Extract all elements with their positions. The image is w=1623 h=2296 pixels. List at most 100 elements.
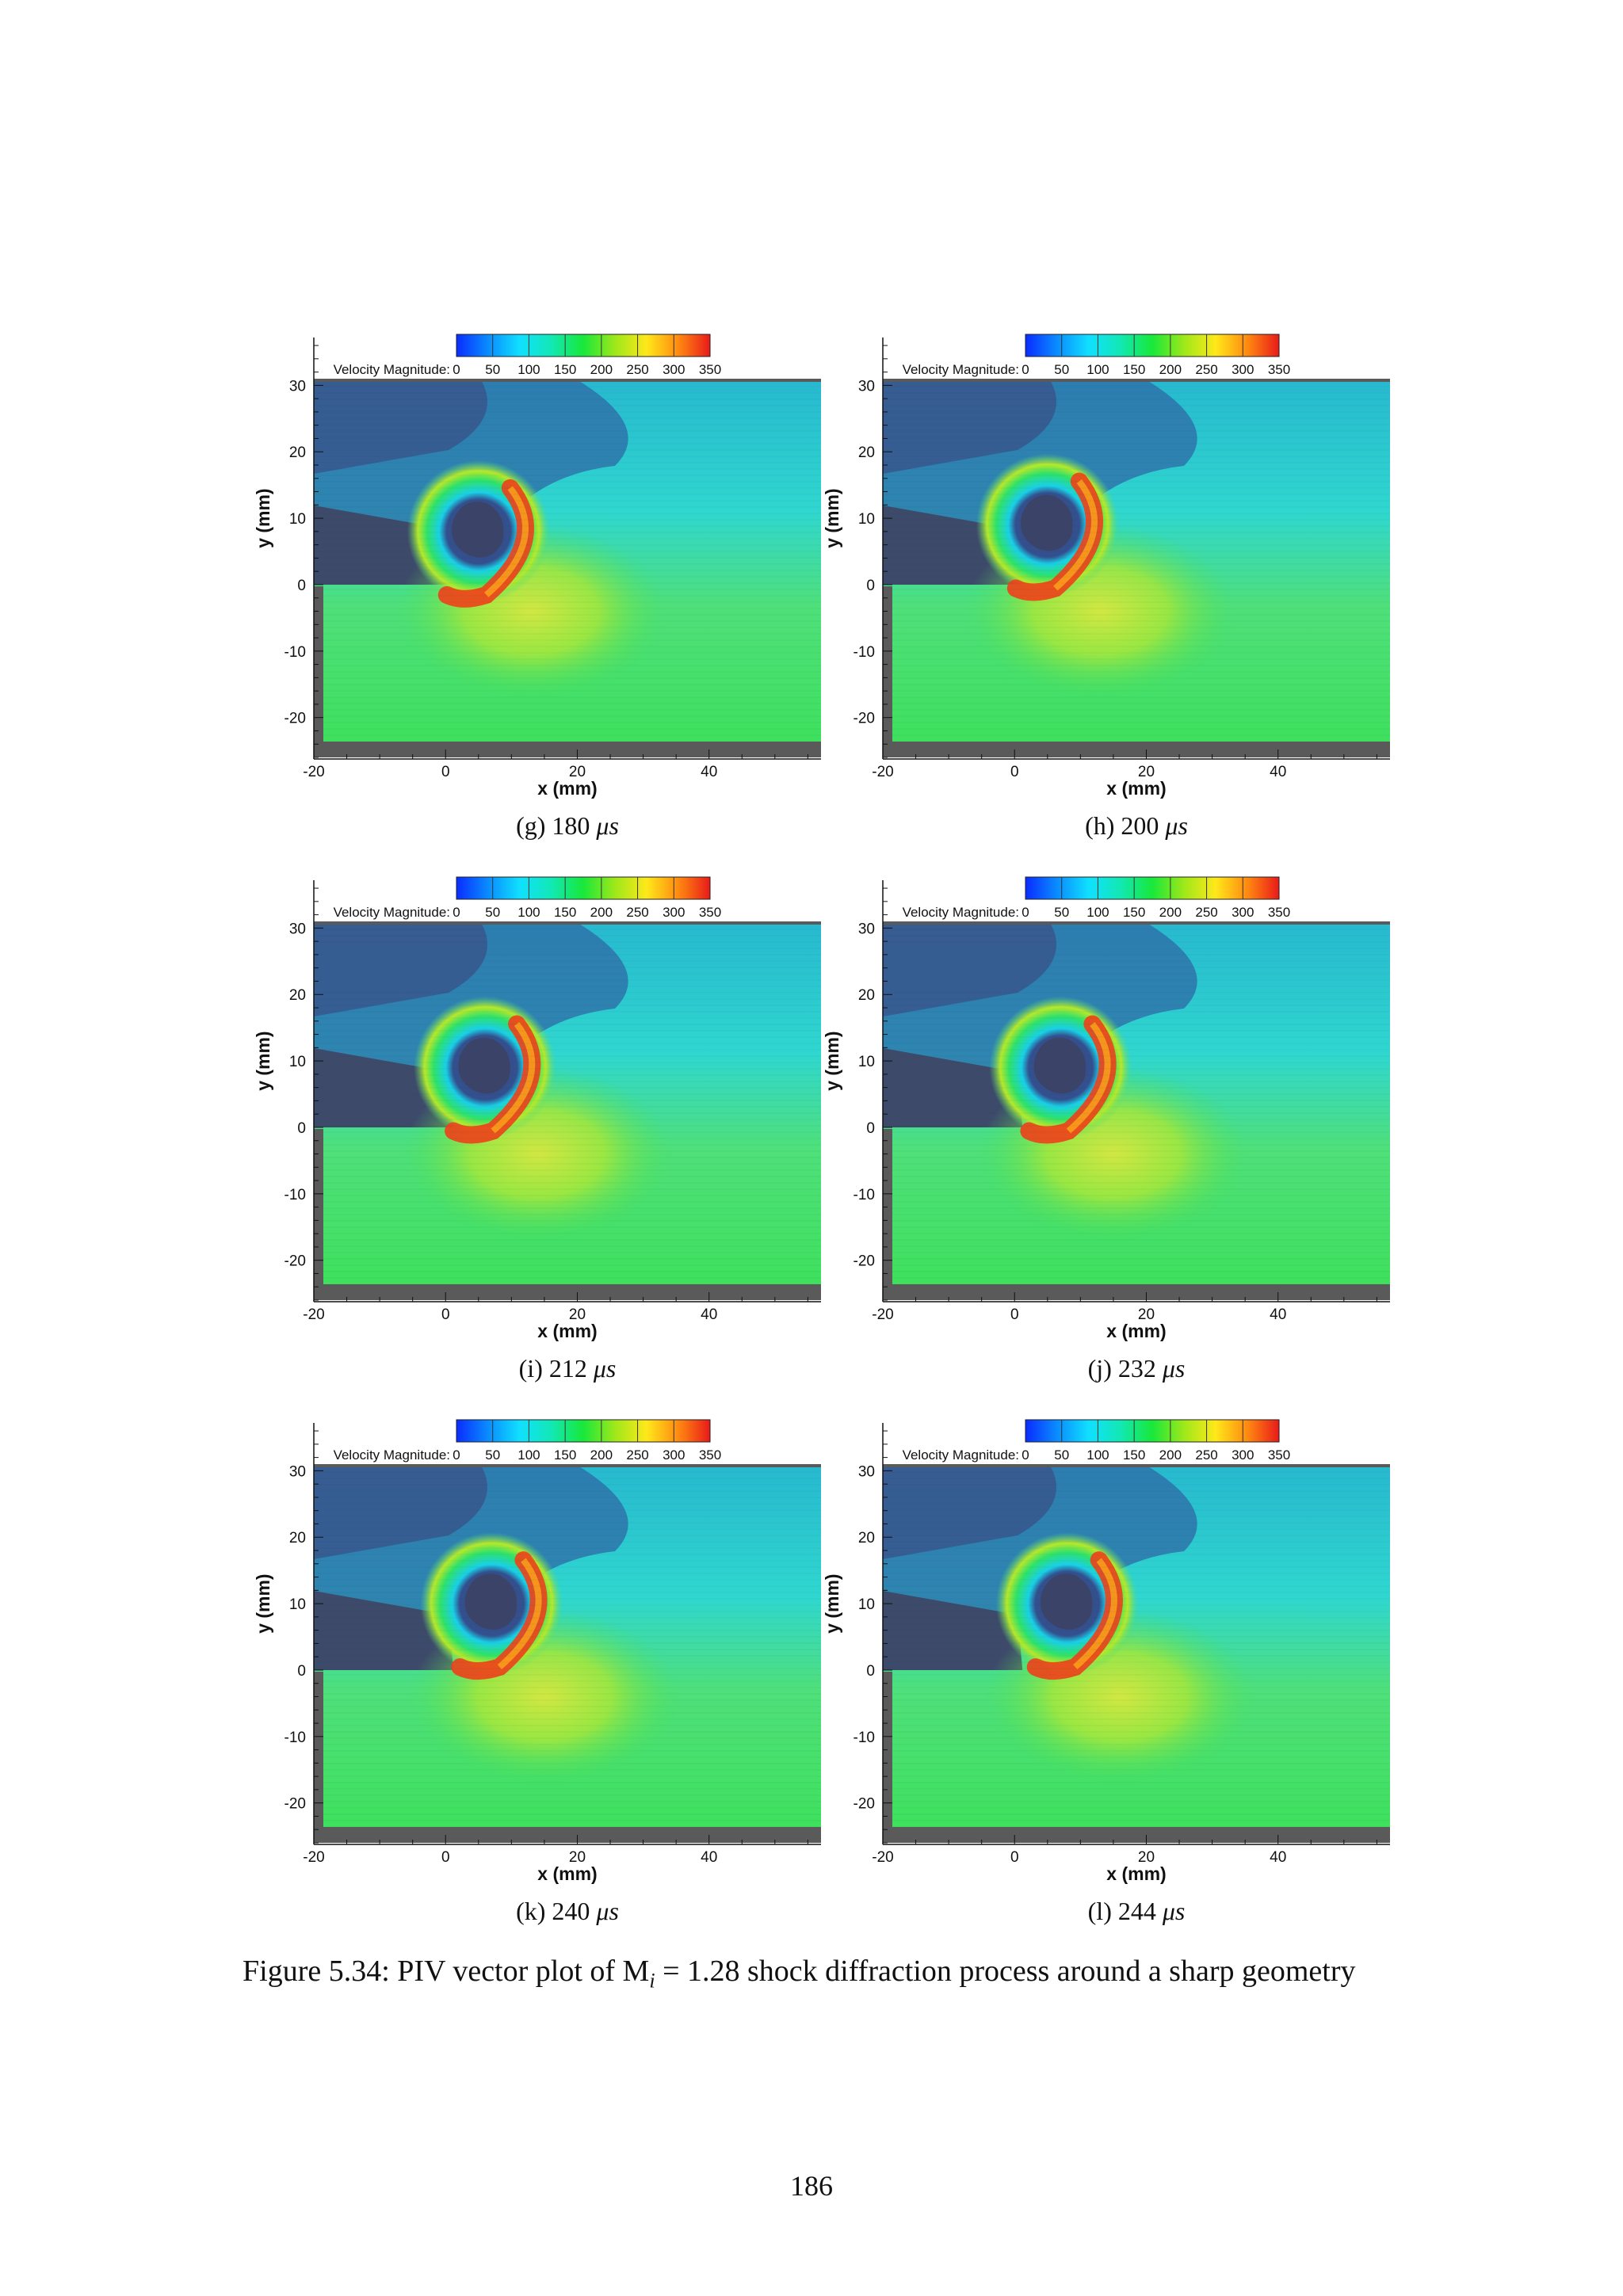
y-tick-label: -20 bbox=[854, 711, 875, 727]
colorbar-tick-label: 0 bbox=[453, 905, 460, 920]
colorbar-tick-label: 50 bbox=[1054, 1447, 1069, 1463]
y-tick-label: -20 bbox=[285, 1253, 306, 1270]
x-tick-label: -20 bbox=[872, 764, 893, 780]
colorbar-tick-label: 100 bbox=[517, 905, 540, 920]
colorbar-tick-label: 300 bbox=[663, 1447, 685, 1463]
x-tick-label: 40 bbox=[701, 764, 717, 780]
colorbar-tick-label: 150 bbox=[1123, 905, 1145, 920]
panel-caption-time: 200 bbox=[1121, 811, 1159, 840]
y-tick-label: 20 bbox=[858, 444, 875, 461]
panel-caption-time: 180 bbox=[552, 811, 590, 840]
colorbar-tick-label: 350 bbox=[1268, 1447, 1290, 1463]
x-tick-label: -20 bbox=[303, 1306, 324, 1323]
colorbar-tick-label: 300 bbox=[663, 362, 685, 377]
y-axis-title: y (mm) bbox=[822, 1573, 842, 1633]
vortex-core bbox=[1040, 1573, 1093, 1630]
colorbar-tick-label: 200 bbox=[1159, 362, 1182, 377]
colorbar-tick-label: 100 bbox=[517, 1447, 540, 1463]
wall-edge bbox=[314, 1671, 323, 1843]
y-tick-label: 30 bbox=[289, 921, 306, 937]
y-tick-label: -20 bbox=[285, 711, 306, 727]
y-tick-label: 20 bbox=[858, 987, 875, 1004]
x-tick-label: 40 bbox=[701, 1849, 717, 1866]
colorbar-tick-label: 250 bbox=[626, 1447, 648, 1463]
y-tick-label: 20 bbox=[858, 1530, 875, 1547]
colorbar-tick-label: 50 bbox=[485, 362, 500, 377]
colorbar-tick-label: 100 bbox=[1086, 362, 1109, 377]
velocity-plot: Velocity Magnitude: 0 50 100 150 200 250 300 350… bbox=[822, 334, 1390, 799]
colorbar-tick-label: 150 bbox=[554, 362, 576, 377]
bottom-wall bbox=[314, 1284, 821, 1300]
colorbar-tick-label: 250 bbox=[626, 362, 648, 377]
colorbar-tick-label: 300 bbox=[663, 905, 685, 920]
colorbar-title: Velocity Magnitude: bbox=[903, 1447, 1019, 1463]
x-tick-label: 20 bbox=[569, 1849, 586, 1866]
y-tick-label: 0 bbox=[297, 1120, 306, 1137]
wall-edge bbox=[883, 1671, 892, 1843]
y-axis-title: y (mm) bbox=[822, 1031, 842, 1090]
x-tick-label: 40 bbox=[1270, 1849, 1286, 1866]
y-tick-label: 10 bbox=[858, 1054, 875, 1070]
x-tick-label: 40 bbox=[1270, 764, 1286, 780]
colorbar-tick-label: 200 bbox=[590, 905, 613, 920]
panel-caption: (l) 244 μs bbox=[851, 1897, 1422, 1926]
x-tick-label: 0 bbox=[1010, 1849, 1019, 1866]
colorbar-tick-label: 0 bbox=[1022, 1447, 1029, 1463]
y-tick-label: 20 bbox=[289, 1530, 306, 1547]
y-tick-label: 30 bbox=[858, 921, 875, 937]
colorbar-tick-label: 200 bbox=[590, 1447, 613, 1463]
panel-caption-unit: μs bbox=[596, 811, 619, 840]
figure-caption-text: PIV vector plot of M bbox=[397, 1955, 650, 1988]
y-tick-label: -10 bbox=[854, 644, 875, 661]
y-tick-label: 20 bbox=[289, 987, 306, 1004]
velocity-plot: Velocity Magnitude: 0 50 100 150 200 250 300 350… bbox=[253, 1419, 821, 1884]
colorbar-tick-label: 0 bbox=[1022, 905, 1029, 920]
y-tick-label: 10 bbox=[289, 511, 306, 528]
y-tick-label: 30 bbox=[858, 1463, 875, 1480]
colorbar-tick-label: 100 bbox=[517, 362, 540, 377]
x-axis-title: x (mm) bbox=[1106, 1321, 1166, 1341]
colorbar bbox=[456, 1419, 711, 1443]
velocity-plot: Velocity Magnitude: 0 50 100 150 200 250 300 350… bbox=[822, 876, 1390, 1341]
y-tick-label: -20 bbox=[285, 1796, 306, 1813]
wall-edge bbox=[314, 585, 323, 757]
colorbar bbox=[456, 876, 711, 900]
x-tick-label: -20 bbox=[872, 1849, 893, 1866]
shadow-region bbox=[314, 1591, 454, 1670]
panel-caption-label: (g) bbox=[516, 811, 546, 840]
bottom-wall bbox=[883, 742, 1390, 757]
y-tick-label: 0 bbox=[866, 1120, 875, 1137]
bottom-wall bbox=[883, 1827, 1390, 1843]
x-tick-label: 40 bbox=[1270, 1306, 1286, 1323]
colorbar-tick-label: 50 bbox=[1054, 362, 1069, 377]
x-tick-label: 0 bbox=[1010, 1306, 1019, 1323]
vortex-core bbox=[1021, 494, 1073, 551]
y-tick-label: 10 bbox=[858, 1596, 875, 1613]
colorbar-tick-label: 150 bbox=[554, 905, 576, 920]
colorbar-tick-label: 250 bbox=[1195, 1447, 1217, 1463]
colorbar-title: Velocity Magnitude: bbox=[334, 1447, 450, 1463]
x-tick-label: 0 bbox=[441, 1849, 450, 1866]
y-tick-label: -10 bbox=[854, 1730, 875, 1746]
x-tick-label: 20 bbox=[569, 1306, 586, 1323]
figure-caption-prefix: Figure 5.34: bbox=[242, 1955, 390, 1988]
x-axis-title: x (mm) bbox=[1106, 778, 1166, 799]
panel-caption-label: (j) bbox=[1087, 1354, 1112, 1383]
panel-caption-time: 212 bbox=[548, 1354, 587, 1383]
colorbar-tick-label: 0 bbox=[453, 362, 460, 377]
panel-caption-unit: μs bbox=[1162, 1354, 1186, 1383]
panel-caption-time: 244 bbox=[1117, 1897, 1156, 1925]
y-tick-label: -20 bbox=[854, 1253, 875, 1270]
colorbar-title: Velocity Magnitude: bbox=[334, 905, 450, 920]
bottom-wall bbox=[883, 1284, 1390, 1300]
panel-caption-time: 240 bbox=[552, 1897, 590, 1925]
y-tick-label: -20 bbox=[854, 1796, 875, 1813]
panel-caption: (k) 240 μs bbox=[282, 1897, 853, 1926]
colorbar-tick-label: 200 bbox=[590, 362, 613, 377]
colorbar-tick-label: 150 bbox=[554, 1447, 576, 1463]
colorbar-tick-label: 50 bbox=[1054, 905, 1069, 920]
panel-caption-time: 232 bbox=[1117, 1354, 1156, 1383]
wall-edge bbox=[314, 1128, 323, 1300]
colorbar-title: Velocity Magnitude: bbox=[334, 362, 450, 377]
velocity-plot: Velocity Magnitude: 0 50 100 150 200 250 300 350… bbox=[253, 876, 821, 1341]
